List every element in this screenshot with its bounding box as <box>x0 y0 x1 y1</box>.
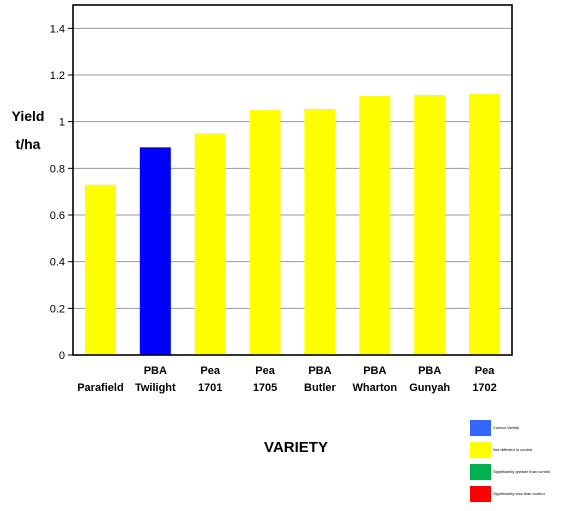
x-axis-label: VARIETY <box>264 439 328 456</box>
x-tick-label: Twilight <box>135 382 176 394</box>
y-tick-label: 1.4 <box>50 23 65 35</box>
x-tick-label: Pea <box>255 365 275 377</box>
x-tick-label: 1702 <box>472 382 496 394</box>
legend-label: Control Variety <box>493 425 519 430</box>
bar <box>414 94 446 355</box>
legend-swatch <box>470 464 491 480</box>
x-tick-label: PBA <box>418 365 441 377</box>
legend: Control Variety Not different to control S… <box>470 420 550 502</box>
y-tick-labels: 0 0.2 0.4 0.6 0.8 1 1.2 1.4 <box>50 23 73 362</box>
bars <box>84 93 501 356</box>
gridlines <box>73 27 512 356</box>
legend-swatch <box>470 486 491 502</box>
legend-label: Significantly less than control <box>493 491 545 496</box>
y-tick-label: 0.4 <box>50 257 65 269</box>
bar <box>304 108 336 355</box>
y-tick-label: 0.8 <box>50 163 65 175</box>
legend-label: Significantly greater than control <box>493 469 550 474</box>
x-tick-label: Butler <box>304 382 337 394</box>
y-tick-label: 0 <box>59 350 65 362</box>
legend-label: Not different to control <box>493 447 532 452</box>
bar <box>139 147 171 355</box>
x-tick-label: PBA <box>363 365 386 377</box>
legend-swatch <box>470 420 491 436</box>
bar <box>249 110 281 355</box>
y-tick-label: 0.2 <box>50 303 65 315</box>
plot-frame <box>72 4 513 356</box>
x-tick-label: Wharton <box>353 382 398 394</box>
x-tick-label: PBA <box>144 365 167 377</box>
x-tick-label: Gunyah <box>409 382 450 394</box>
x-tick-label: 1701 <box>198 382 222 394</box>
legend-swatch <box>470 442 491 458</box>
bar <box>469 93 501 356</box>
y-axis-label-line1: Yield <box>12 108 45 124</box>
x-tick-label: PBA <box>308 365 331 377</box>
y-axis-label-line2: t/ha <box>16 136 41 152</box>
x-category-labels: Parafield PBA Twilight Pea 1701 Pea 1705 PBA But… <box>77 365 497 394</box>
bar <box>84 184 116 355</box>
y-tick-label: 1 <box>59 117 65 129</box>
x-tick-label: 1705 <box>253 382 277 394</box>
x-tick-label: Parafield <box>77 382 123 394</box>
y-tick-label: 1.2 <box>50 70 65 82</box>
x-tick-label: Pea <box>475 365 495 377</box>
x-tick-label: Pea <box>200 365 220 377</box>
bar <box>359 96 391 355</box>
y-tick-label: 0.6 <box>50 210 65 222</box>
bar <box>194 133 226 355</box>
